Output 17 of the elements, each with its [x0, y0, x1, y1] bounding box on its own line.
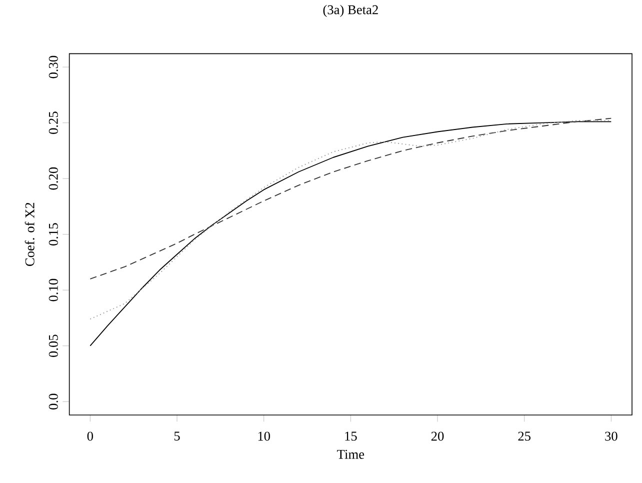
x-tick-label: 30: [605, 432, 618, 441]
x-tick-label: 25: [518, 432, 530, 441]
x-tick-label: 5: [174, 432, 180, 441]
y-tick-label: 0.10: [48, 278, 58, 302]
x-axis-title: Time: [337, 450, 364, 459]
y-tick-label: 0.25: [48, 112, 58, 134]
x-tick-label: 15: [345, 432, 357, 441]
y-tick-label: 0.15: [48, 223, 58, 246]
y-tick-label: 0.20: [48, 167, 58, 190]
x-tick-label: 0: [87, 432, 94, 441]
x-tick-label: 20: [431, 432, 444, 441]
y-axis-title: Coef. of X2: [24, 202, 34, 266]
x-tick-label: 10: [258, 432, 270, 441]
y-tick-label: 0.05: [48, 334, 58, 358]
y-tick-label: 0.30: [48, 56, 58, 78]
chart-title: (3a) Beta2: [323, 4, 378, 17]
y-tick-label: 0.0: [48, 394, 58, 410]
